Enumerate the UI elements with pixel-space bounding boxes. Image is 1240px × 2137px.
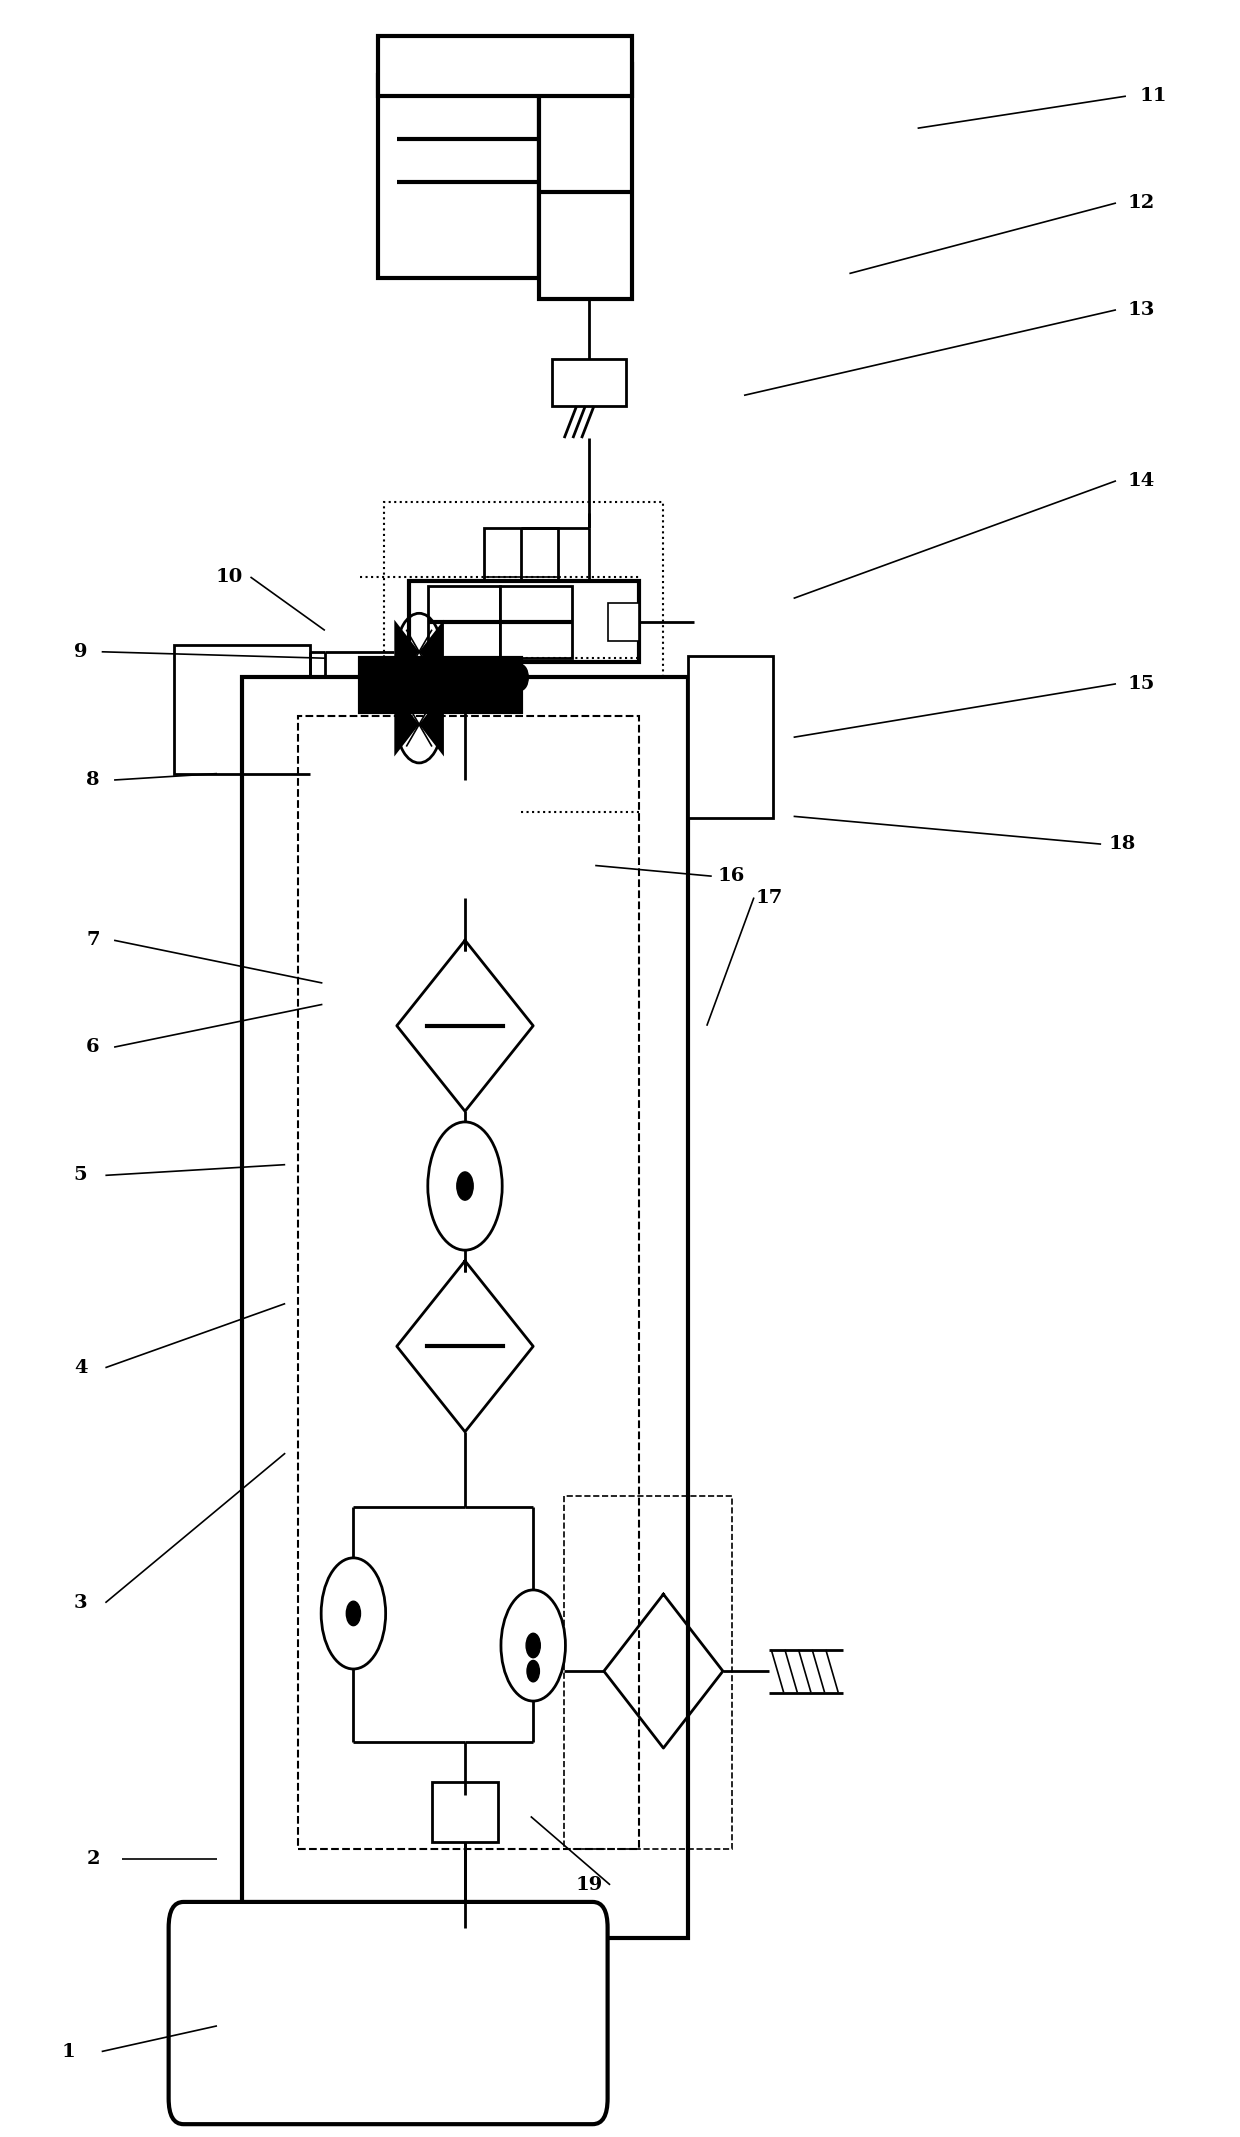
Circle shape (456, 1171, 474, 1201)
Text: 14: 14 (1127, 472, 1154, 489)
Text: 11: 11 (1140, 88, 1167, 105)
Text: 6: 6 (87, 1039, 99, 1056)
Text: 2: 2 (87, 1851, 99, 1868)
Text: 12: 12 (1127, 194, 1154, 212)
Text: 18: 18 (1109, 836, 1136, 853)
FancyBboxPatch shape (169, 1902, 608, 2124)
Bar (174, 645, 310, 774)
Bar (378, 75, 539, 278)
Bar (409, 581, 639, 662)
Polygon shape (394, 620, 419, 684)
Text: 9: 9 (74, 643, 87, 660)
Bar (539, 64, 632, 299)
Bar (378, 36, 632, 96)
Text: 10: 10 (216, 568, 243, 586)
Polygon shape (419, 692, 444, 756)
Circle shape (346, 1601, 361, 1626)
Bar (552, 359, 626, 406)
Bar (500, 586, 572, 658)
Circle shape (501, 1590, 565, 1701)
Polygon shape (419, 620, 444, 684)
Bar (428, 586, 500, 658)
Text: 13: 13 (1127, 301, 1154, 318)
Text: 8: 8 (87, 771, 99, 789)
Text: 19: 19 (575, 1876, 603, 1893)
Bar (298, 716, 639, 1849)
Circle shape (321, 1558, 386, 1669)
Circle shape (428, 1122, 502, 1250)
Bar (688, 656, 773, 818)
Polygon shape (394, 692, 419, 756)
Bar (564, 1496, 732, 1849)
Bar (432, 1782, 498, 1842)
Circle shape (513, 665, 528, 690)
Bar (484, 528, 558, 603)
Text: 16: 16 (718, 868, 745, 885)
Text: 1: 1 (61, 2043, 76, 2060)
Text: 5: 5 (74, 1167, 87, 1184)
Bar (360, 658, 521, 712)
Circle shape (526, 1633, 541, 1658)
Bar (384, 502, 663, 812)
Text: 4: 4 (74, 1359, 87, 1376)
Text: 17: 17 (755, 889, 782, 906)
Circle shape (527, 1660, 539, 1682)
Text: 3: 3 (74, 1594, 87, 1611)
Text: 15: 15 (1127, 675, 1154, 692)
Text: 7: 7 (87, 932, 99, 949)
Bar (242, 677, 688, 1938)
Bar (608, 603, 639, 641)
